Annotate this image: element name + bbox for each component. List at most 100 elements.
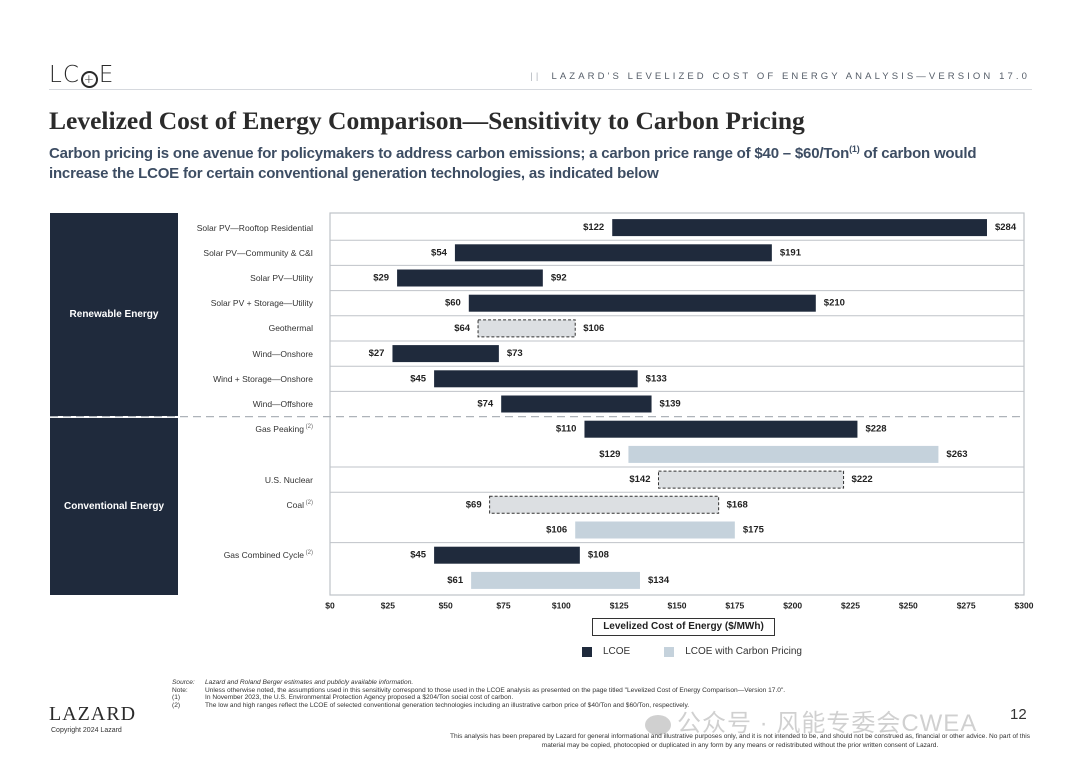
x-tick-label: $300 xyxy=(1015,600,1034,610)
bar-low-label: $69 xyxy=(466,499,482,510)
x-tick-label: $200 xyxy=(783,600,802,610)
legend-swatch-lcoe-carbon xyxy=(664,646,675,657)
page-title: Levelized Cost of Energy Comparison—Sens… xyxy=(49,106,805,135)
footnote: Source: Lazard and Roland Berger estimate… xyxy=(172,679,785,687)
x-tick-label: $250 xyxy=(899,600,918,610)
legend: LCOE LCOE with Carbon Pricing xyxy=(582,646,802,657)
x-tick-label: $150 xyxy=(668,600,687,610)
bar-lcoe xyxy=(397,269,543,287)
bar-high-label: $92 xyxy=(551,273,567,284)
x-tick-label: $225 xyxy=(841,600,860,610)
bar-high-label: $222 xyxy=(852,474,873,485)
row-label: Wind—Offshore xyxy=(252,399,313,409)
footnote-key: (1) xyxy=(172,694,181,702)
bar-lcoe xyxy=(612,219,987,237)
disclaimer: This analysis has been prepared by Lazar… xyxy=(449,733,1031,749)
x-axis-title: Levelized Cost of Energy ($/MWh) xyxy=(592,618,775,636)
bar-low-label: $54 xyxy=(431,247,448,258)
x-tick-label: $275 xyxy=(957,600,976,610)
bar-high-label: $133 xyxy=(646,373,667,384)
bar-lcoe xyxy=(434,370,638,388)
bar-low-label: $122 xyxy=(583,222,604,233)
bar-high-label: $73 xyxy=(507,348,523,359)
bar-lcoe xyxy=(468,294,816,312)
footnotes: Source: Lazard and Roland Berger estimate… xyxy=(172,679,785,709)
document-header: || LAZARD'S LEVELIZED COST OF ENERGY ANAL… xyxy=(530,71,1030,82)
footnote: (2) The low and high ranges reflect the L… xyxy=(172,702,785,710)
bar-high-label: $106 xyxy=(583,323,604,334)
bar-lcoe xyxy=(584,420,858,438)
row-label: Gas Combined Cycle (2) xyxy=(223,550,313,561)
row-label: Geothermal xyxy=(268,323,313,334)
footnote-ref: (2) xyxy=(304,550,313,557)
bar-high-label: $210 xyxy=(824,298,845,309)
bar-low-label: $29 xyxy=(373,273,389,284)
lazard-logo: LAZARD xyxy=(49,703,137,725)
row-label: Wind—Onshore xyxy=(252,348,313,359)
footnote-ref: (1) xyxy=(849,144,860,154)
bar-high-label: $175 xyxy=(743,525,765,536)
x-tick-label: $75 xyxy=(496,600,510,610)
x-tick-label: $175 xyxy=(725,600,744,610)
bar-low-label: $110 xyxy=(556,424,577,435)
footnote: (1) In November 2023, the U.S. Environmen… xyxy=(172,694,785,702)
bar-low-label: $74 xyxy=(477,399,494,410)
bar-high-label: $168 xyxy=(727,499,748,510)
legend-item-lcoe-carbon: LCOE with Carbon Pricing xyxy=(664,646,802,657)
bar-low-label: $61 xyxy=(447,575,464,586)
bar-high-label: $191 xyxy=(780,247,802,258)
plot-frame xyxy=(329,212,1025,596)
footnote-key: Source: xyxy=(172,679,195,686)
bar-lcoe-carbon xyxy=(575,521,735,539)
x-tick-label: $50 xyxy=(439,600,453,610)
bar-high-label: $134 xyxy=(648,575,670,586)
bar-lcoe-carbon xyxy=(471,571,640,589)
footnote-text: Lazard and Roland Berger estimates and p… xyxy=(205,679,414,686)
footnote-ref: (2) xyxy=(304,424,313,431)
bar-low-label: $142 xyxy=(629,474,650,485)
page-number: 12 xyxy=(1010,706,1027,723)
bar-high-label: $108 xyxy=(588,550,609,561)
bar-lcoe xyxy=(489,495,720,514)
bar-low-label: $64 xyxy=(454,323,471,334)
bar-lcoe xyxy=(454,244,772,262)
footnote-ref: (2) xyxy=(304,499,313,506)
wechat-icon xyxy=(645,714,671,735)
bar-low-label: $45 xyxy=(410,373,427,384)
bar-low-label: $60 xyxy=(445,298,461,309)
bar-lcoe xyxy=(434,546,580,564)
category-conventional-energy: Conventional Energy xyxy=(50,417,178,595)
page-subtitle: Carbon pricing is one avenue for policym… xyxy=(49,144,977,182)
row-label: Solar PV—Utility xyxy=(250,273,313,283)
bar-lcoe xyxy=(501,395,652,413)
legend-swatch-lcoe xyxy=(582,646,592,657)
header-divider xyxy=(49,89,1032,90)
bar-lcoe xyxy=(392,345,499,363)
bar-high-label: $228 xyxy=(865,424,886,435)
row-label: U.S. Nuclear xyxy=(264,474,313,485)
bar-low-label: $27 xyxy=(369,348,385,359)
row-label: Solar PV—Rooftop Residential xyxy=(196,222,313,233)
row-label: Solar PV—Community & C&I xyxy=(203,247,313,258)
footnote-text: In November 2023, the U.S. Environmental… xyxy=(205,694,514,702)
footnote-text: Unless otherwise noted, the assumptions … xyxy=(205,686,786,694)
legend-item-lcoe: LCOE xyxy=(582,646,630,657)
footnote-key: (2) xyxy=(172,701,181,709)
bar-high-label: $139 xyxy=(660,399,681,410)
x-tick-label: $25 xyxy=(381,600,395,610)
category-renewable-energy: Renewable Energy xyxy=(50,213,178,416)
x-tick-label: $125 xyxy=(610,600,629,610)
row-label: Solar PV + Storage—Utility xyxy=(210,298,313,309)
header-separator: || xyxy=(530,71,542,82)
footnote-text: The low and high ranges reflect the LCOE… xyxy=(205,701,690,709)
bar-low-label: $129 xyxy=(599,449,620,460)
x-tick-label: $100 xyxy=(552,600,571,610)
row-label: Gas Peaking (2) xyxy=(255,424,313,435)
bar-high-label: $284 xyxy=(995,222,1017,233)
document-title: LAZARD'S LEVELIZED COST OF ENERGY ANALYS… xyxy=(551,71,1030,82)
bar-lcoe xyxy=(657,470,845,489)
copyright: Copyright 2024 Lazard xyxy=(51,727,122,734)
footnote: Note: Unless otherwise noted, the assumpt… xyxy=(172,687,785,695)
lcoe-logo: LC + E xyxy=(49,62,115,88)
